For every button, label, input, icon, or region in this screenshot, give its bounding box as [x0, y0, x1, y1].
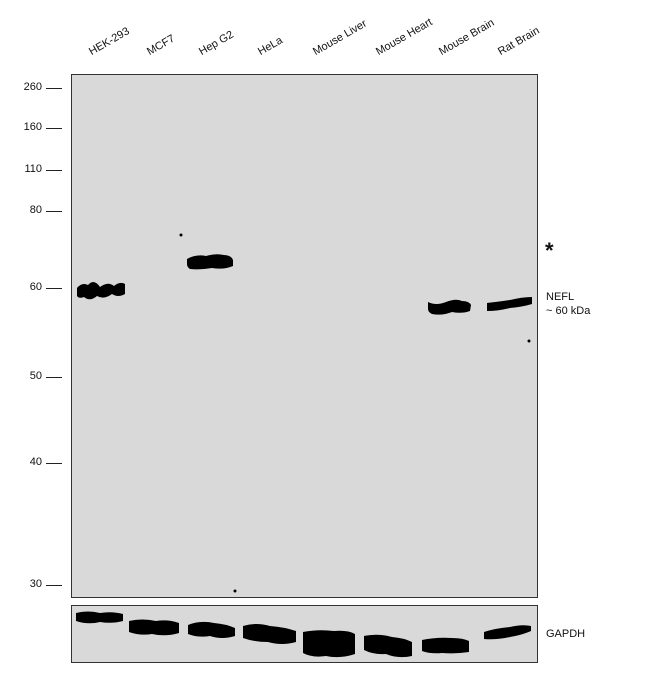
- band-rat-brain: [487, 297, 532, 311]
- target-name-label: NEFL: [546, 291, 575, 303]
- speck-3: [233, 589, 237, 593]
- target-size-label: ~ 60 kDa: [546, 305, 591, 317]
- gapdh-band-mouse-liver: [303, 630, 355, 658]
- gapdh-band-mcf7: [129, 619, 179, 636]
- mw-tick-110: [46, 170, 62, 171]
- mw-label-60: 60: [29, 281, 42, 293]
- gapdh-band-hela: [243, 624, 296, 644]
- mw-label-110: 110: [24, 163, 42, 175]
- mw-tick-160: [46, 128, 62, 129]
- mw-tick-40: [46, 463, 62, 464]
- gapdh-band-hepg2: [188, 621, 235, 638]
- gapdh-band-mouse-brain: [422, 637, 469, 654]
- speck-2: [527, 339, 531, 343]
- band-mouse-brain: [428, 299, 471, 315]
- mw-label-160: 160: [23, 121, 42, 133]
- band-hepg2: [187, 254, 233, 270]
- band-hek293: [77, 281, 125, 300]
- mw-label-50: 50: [29, 370, 42, 382]
- mw-label-30: 30: [29, 578, 42, 590]
- gapdh-band-mouse-heart: [364, 634, 412, 658]
- mw-tick-50: [46, 377, 62, 378]
- main-blot-panel: [71, 74, 538, 598]
- mw-tick-60: [46, 288, 62, 289]
- gapdh-band-hek293: [76, 611, 123, 624]
- mw-tick-260: [46, 88, 62, 89]
- gapdh-band-rat-brain: [484, 625, 531, 640]
- mw-label-40: 40: [29, 456, 42, 468]
- nonspecific-band-asterisk: *: [545, 238, 554, 263]
- speck-1: [179, 233, 183, 237]
- mw-tick-30: [46, 585, 62, 586]
- loading-control-label: GAPDH: [546, 628, 586, 640]
- mw-label-80: 80: [29, 204, 42, 216]
- mw-label-260: 260: [23, 81, 42, 93]
- mw-tick-80: [46, 211, 62, 212]
